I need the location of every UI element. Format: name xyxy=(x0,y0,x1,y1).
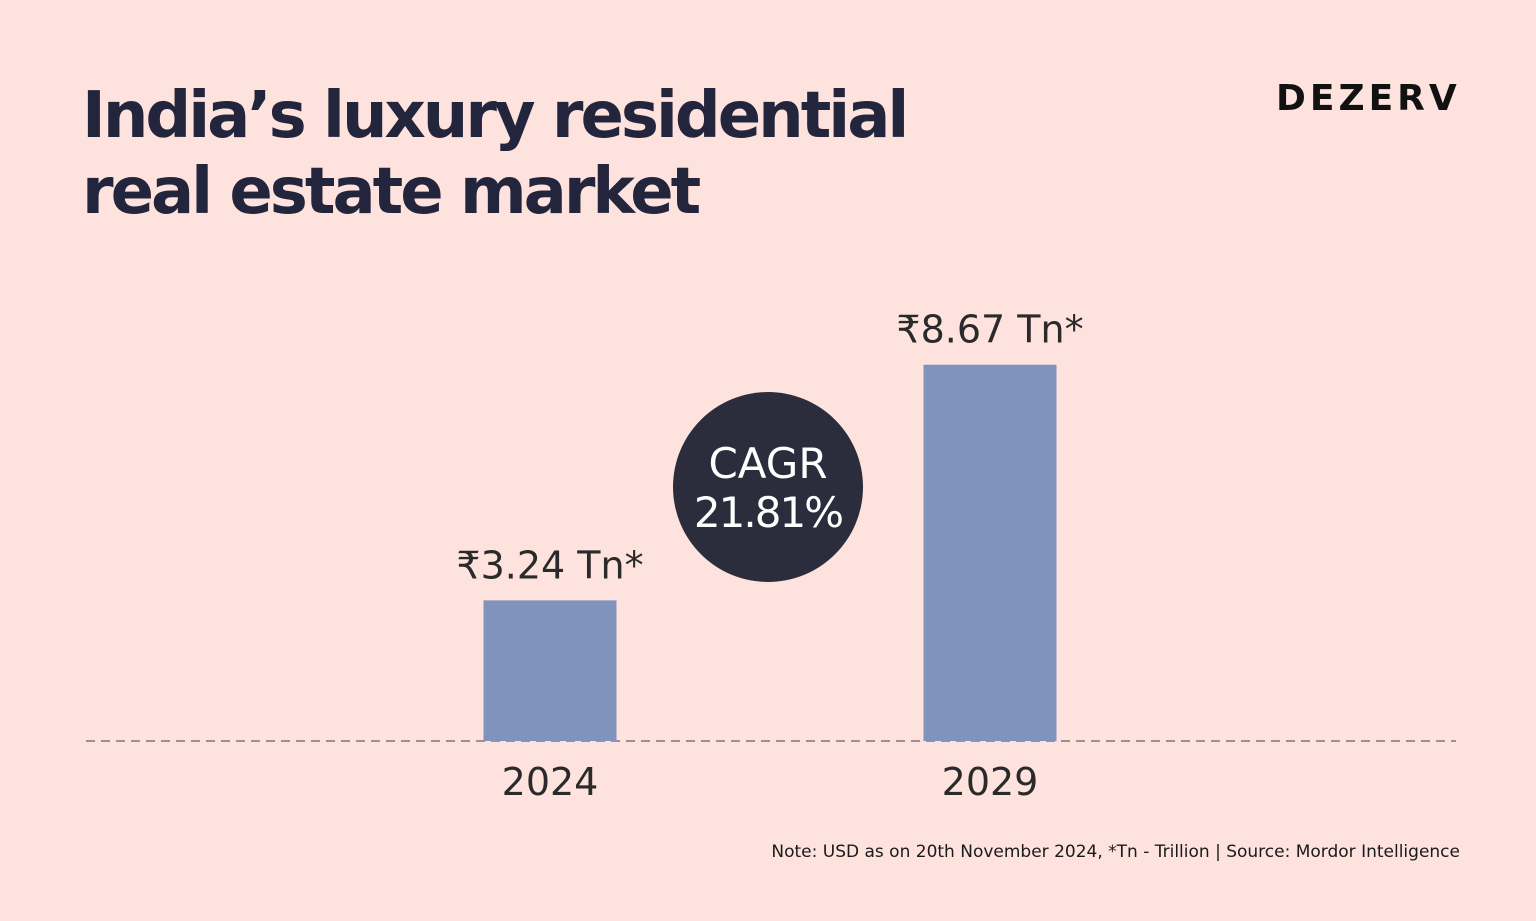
footnote: Note: USD as on 20th November 2024, *Tn … xyxy=(771,842,1460,862)
bar-2029 xyxy=(923,364,1057,741)
bar-2024 xyxy=(483,600,617,741)
brand-logo: DEZERV xyxy=(1276,78,1461,119)
data-label-2024: ₹3.24 Tn* xyxy=(456,543,643,587)
title-line-2: real estate market xyxy=(82,155,701,229)
chart-title: India’s luxury residential real estate m… xyxy=(82,78,909,230)
title-line-1: India’s luxury residential xyxy=(82,79,909,153)
cagr-label: CAGR xyxy=(708,439,827,488)
data-label-2029: ₹8.67 Tn* xyxy=(896,308,1083,352)
x-tick-label-2029: 2029 xyxy=(942,760,1039,804)
x-tick-label-2024: 2024 xyxy=(502,760,599,804)
cagr-value: 21.81% xyxy=(694,488,842,537)
cagr-badge xyxy=(673,392,863,582)
